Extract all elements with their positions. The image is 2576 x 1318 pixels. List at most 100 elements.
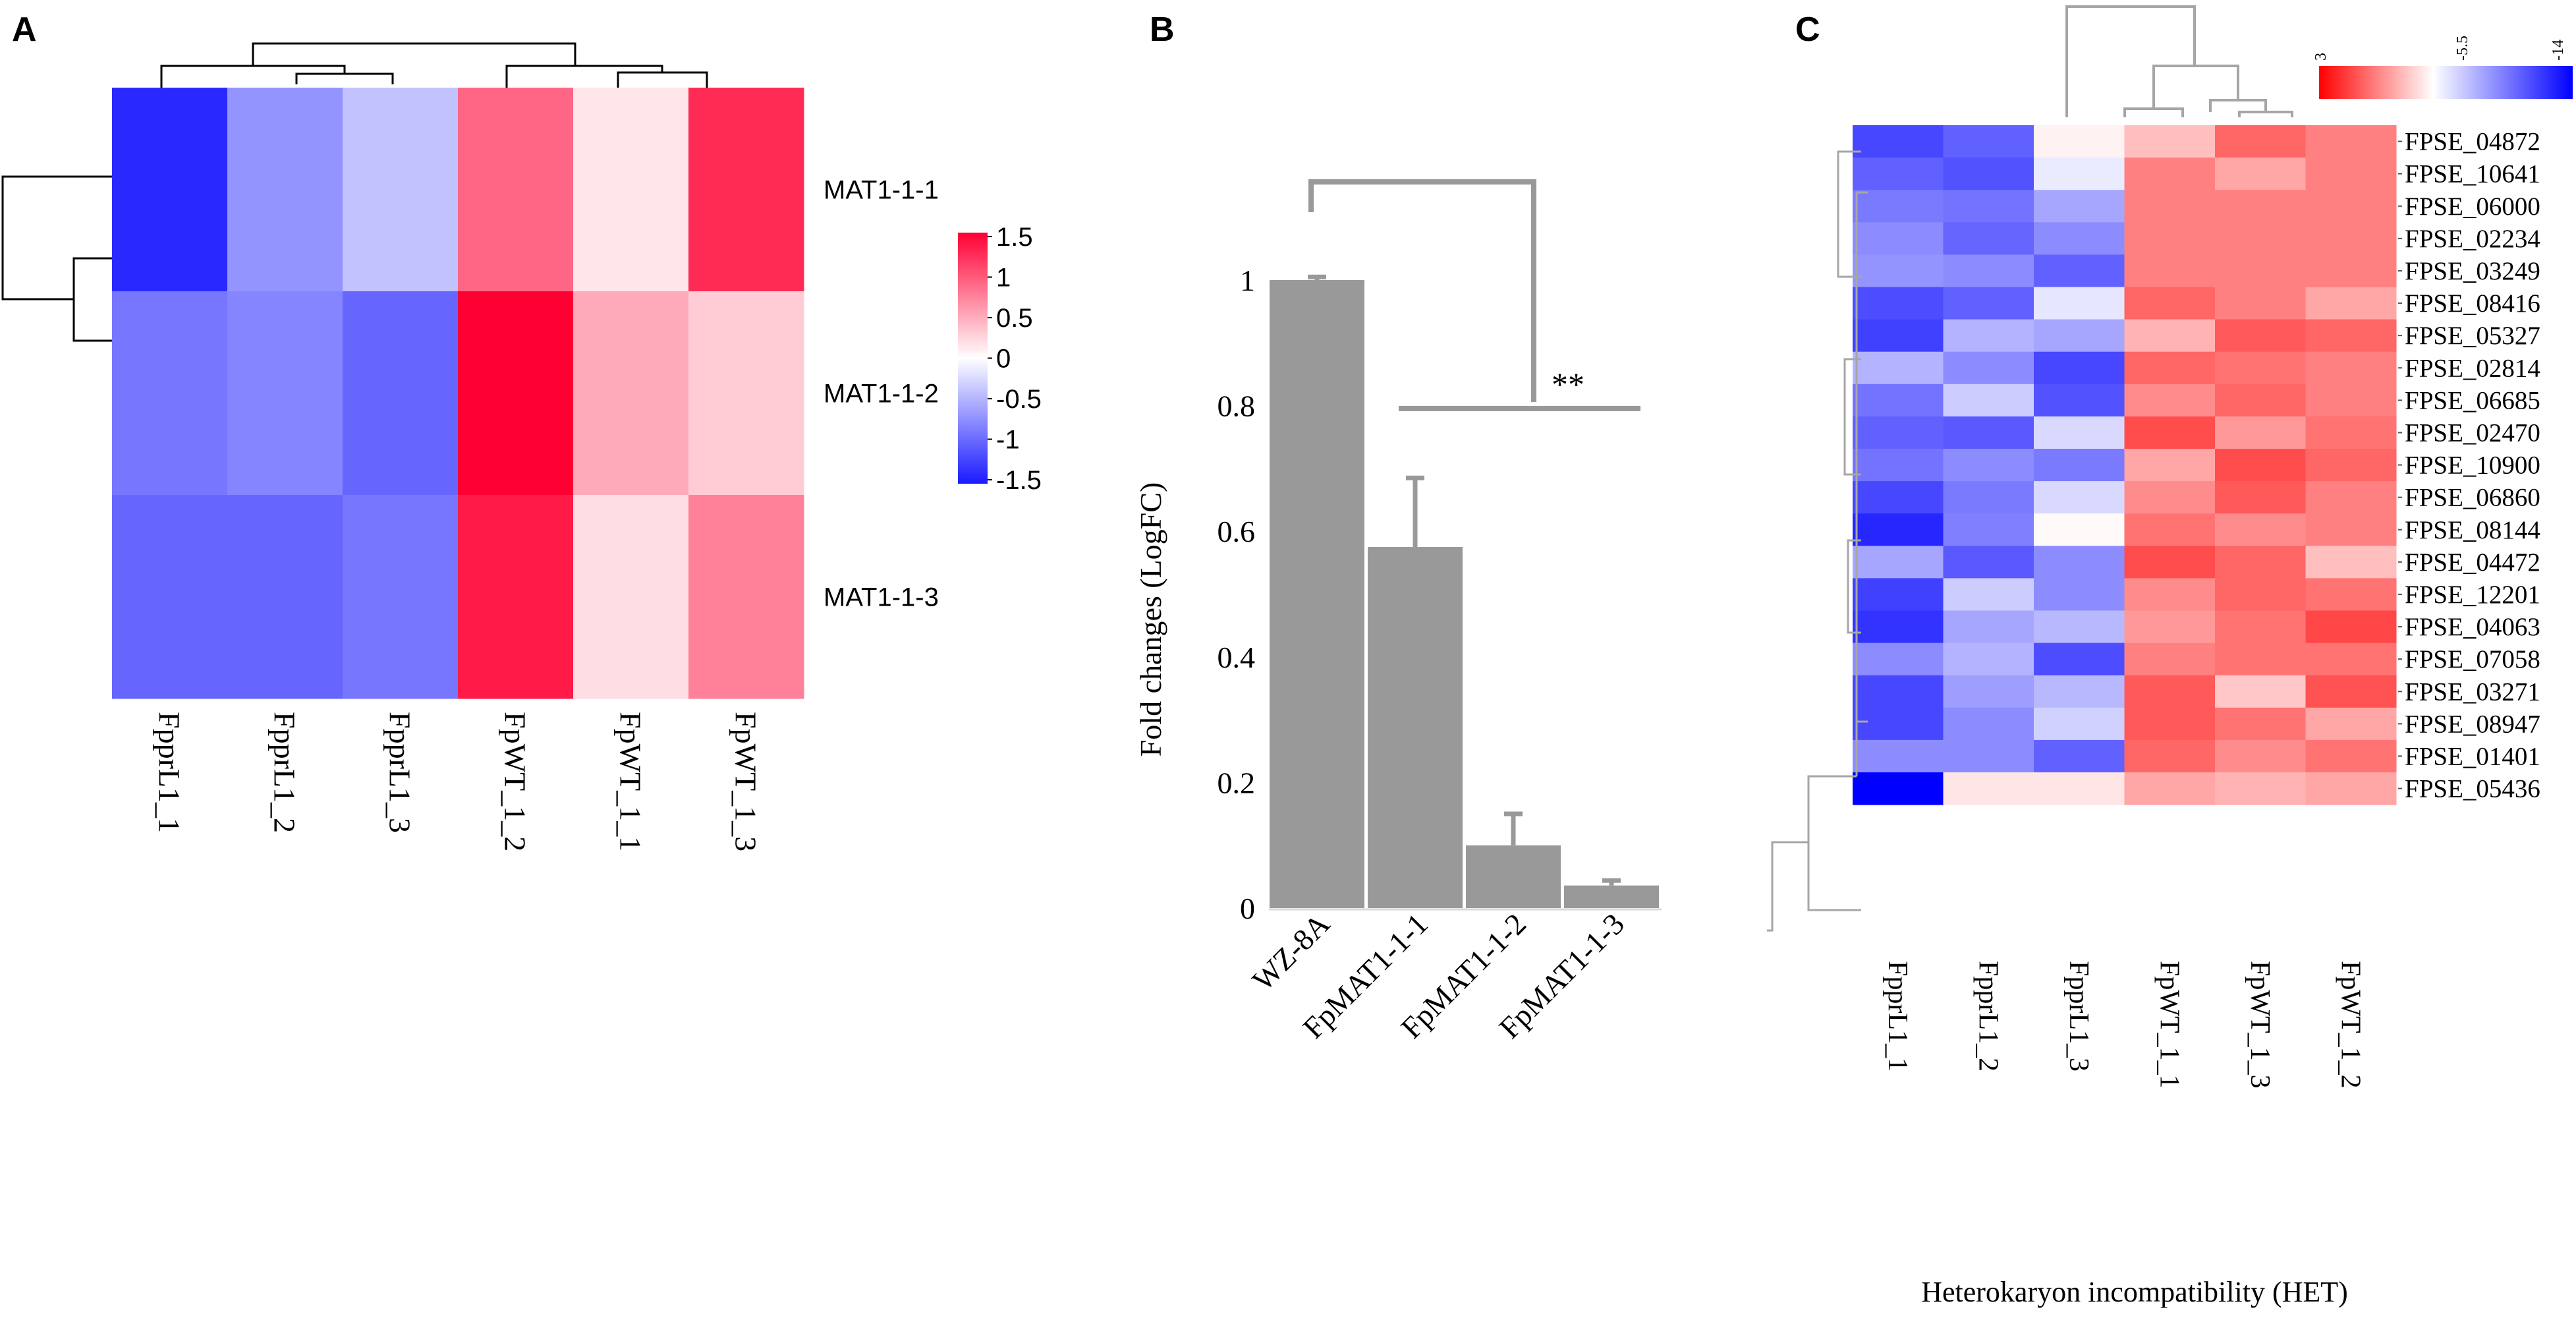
a-cbar-tick-label: 1 bbox=[996, 264, 1011, 293]
c-cell-FPSE_04472-FpprL1_1 bbox=[1853, 546, 1944, 579]
c-col-dendro-link-2 bbox=[2238, 111, 2293, 117]
c-cell-FPSE_02470-FpprL1_2 bbox=[1943, 416, 2034, 449]
panel-c-column-labels: FpprL1_1 FpprL1_2 FpprL1_3 FpWT_1_1 FpWT_1_3… bbox=[1882, 961, 2366, 1089]
a-row-label: MAT1-1-2 bbox=[824, 380, 939, 409]
c-col-label: FpWT_1_3 bbox=[2245, 961, 2275, 1089]
a-cbar-tick-label: 0.5 bbox=[996, 304, 1033, 333]
panel-label-b: B bbox=[1150, 11, 1175, 49]
c-row-label: FPSE_12201 bbox=[2405, 581, 2540, 609]
a-col-dendro-link-4 bbox=[617, 71, 708, 88]
a-cell-MAT1-1-1-FpprL1_1 bbox=[112, 88, 228, 292]
c-cell-FPSE_08144-FpWT_1_1 bbox=[2124, 513, 2216, 546]
c-cell-FPSE_06000-FpWT_1_1 bbox=[2124, 190, 2216, 223]
c-cell-FPSE_12201-FpprL1_2 bbox=[1943, 578, 2034, 611]
c-cell-FPSE_06685-FpWT_1_2 bbox=[2305, 384, 2397, 417]
c-row-dendro-link-7 bbox=[1843, 358, 1861, 476]
c-cell-FPSE_04872-FpprL1_2 bbox=[1943, 125, 2034, 158]
c-row-dendro-link-6 bbox=[1837, 150, 1861, 278]
b-ytick-label: 0.2 bbox=[1218, 766, 1256, 799]
a-col-label: FpWT_1_3 bbox=[729, 712, 763, 851]
c-cell-FPSE_12201-FpWT_1_1 bbox=[2124, 578, 2216, 611]
a-col-label: FpprL1_2 bbox=[268, 712, 302, 833]
c-row-dendro-link-8 bbox=[1847, 539, 1861, 634]
a-cbar-tick-label: -0.5 bbox=[996, 385, 1042, 414]
c-cell-FPSE_08416-FpWT_1_2 bbox=[2305, 287, 2397, 320]
c-cell-FPSE_02470-FpWT_1_2 bbox=[2305, 416, 2397, 449]
c-row-label: FPSE_01401 bbox=[2405, 742, 2540, 770]
c-cell-FPSE_08144-FpWT_1_3 bbox=[2215, 513, 2306, 546]
panel-b-bars bbox=[1270, 274, 1659, 908]
c-col-label: FpprL1_1 bbox=[1882, 961, 1913, 1072]
panel-a-colorbar-ticks: 1.5 1 0.5 0 -0.5 -1 -1.5 bbox=[988, 223, 1042, 495]
c-cbar-tick-label: -5.5 bbox=[2454, 36, 2471, 61]
c-cell-FPSE_10900-FpWT_1_2 bbox=[2305, 449, 2397, 482]
a-cell-MAT1-1-2-FpWT_1_1 bbox=[573, 291, 689, 496]
panel-c-cells bbox=[1853, 125, 2397, 805]
panel-a-column-labels: FpprL1_1 FpprL1_2 FpprL1_3 FpWT_1_2 FpWT_1_1… bbox=[153, 712, 763, 851]
a-col-label: FpWT_1_2 bbox=[499, 712, 532, 851]
c-cell-FPSE_04063-FpprL1_2 bbox=[1943, 610, 2034, 644]
c-row-label: FPSE_04472 bbox=[2405, 548, 2540, 577]
c-cbar-tick-label: 3 bbox=[2312, 53, 2330, 61]
c-cell-FPSE_10641-FpWT_1_3 bbox=[2215, 158, 2306, 190]
a-row-dendro-link-1 bbox=[72, 257, 112, 342]
c-cell-FPSE_01401-FpWT_1_2 bbox=[2305, 739, 2397, 773]
panel-a-heatmap: FpprL1_1 FpprL1_2 FpprL1_3 FpWT_1_2 FpWT_1_1… bbox=[1, 42, 1042, 851]
c-cell-FPSE_06685-FpprL1_2 bbox=[1943, 384, 2034, 417]
c-cell-FPSE_10900-FpprL1_3 bbox=[2034, 449, 2125, 482]
c-cell-FPSE_10641-FpWT_1_2 bbox=[2305, 158, 2397, 190]
c-row-label: FPSE_07058 bbox=[2405, 645, 2540, 673]
a-cbar-tick-label: 0 bbox=[996, 345, 1011, 374]
c-row-label: FPSE_03271 bbox=[2405, 677, 2540, 706]
c-cell-FPSE_04872-FpWT_1_2 bbox=[2305, 125, 2397, 158]
c-cell-FPSE_12201-FpprL1_1 bbox=[1853, 578, 1944, 611]
c-cell-FPSE_02814-FpWT_1_2 bbox=[2305, 351, 2397, 385]
c-cell-FPSE_04472-FpprL1_3 bbox=[2034, 546, 2125, 579]
c-cell-FPSE_03271-FpprL1_3 bbox=[2034, 675, 2125, 708]
b-bar-WZ-8A bbox=[1270, 280, 1364, 908]
panel-a-row-dendrogram bbox=[1, 175, 112, 342]
b-bar-FpMAT1-1-1 bbox=[1368, 547, 1463, 908]
a-cell-MAT1-1-3-FpprL1_1 bbox=[112, 495, 228, 699]
c-row-label: FPSE_04063 bbox=[2405, 613, 2540, 641]
c-row-label: FPSE_02470 bbox=[2405, 418, 2540, 447]
c-cell-FPSE_03249-FpprL1_3 bbox=[2034, 254, 2125, 287]
c-cell-FPSE_08947-FpWT_1_2 bbox=[2305, 707, 2397, 741]
panel-c-row-labels: FPSE_04872 FPSE_10641 FPSE_06000 FPSE_02234… bbox=[2398, 128, 2540, 803]
b-bar-FpMAT1-1-3 bbox=[1564, 885, 1659, 908]
c-cell-FPSE_08416-FpprL1_2 bbox=[1943, 287, 2034, 320]
c-cell-FPSE_08947-FpprL1_3 bbox=[2034, 707, 2125, 741]
c-cell-FPSE_01401-FpWT_1_1 bbox=[2124, 739, 2216, 773]
a-cell-MAT1-1-3-FpWT_1_3 bbox=[688, 495, 804, 699]
c-cell-FPSE_12201-FpWT_1_2 bbox=[2305, 578, 2397, 611]
panel-label-a: A bbox=[12, 11, 37, 49]
a-cell-MAT1-1-2-FpprL1_3 bbox=[343, 291, 459, 496]
c-cell-FPSE_04472-FpprL1_2 bbox=[1943, 546, 2034, 579]
c-cell-FPSE_02814-FpWT_1_3 bbox=[2215, 351, 2306, 385]
a-cell-MAT1-1-1-FpWT_1_1 bbox=[573, 88, 689, 292]
c-cell-FPSE_10900-FpWT_1_1 bbox=[2124, 449, 2216, 482]
c-cell-FPSE_04872-FpprL1_1 bbox=[1853, 125, 1944, 158]
c-col-dendro-link-4 bbox=[2152, 65, 2239, 109]
c-cell-FPSE_06685-FpWT_1_1 bbox=[2124, 384, 2216, 417]
a-cell-MAT1-1-2-FpWT_1_3 bbox=[688, 291, 804, 496]
a-col-dendro-link-2 bbox=[160, 65, 346, 88]
c-row-label: FPSE_08416 bbox=[2405, 289, 2540, 318]
c-cell-FPSE_12201-FpprL1_3 bbox=[2034, 578, 2125, 611]
c-cell-FPSE_06685-FpprL1_1 bbox=[1853, 384, 1944, 417]
c-row-label: FPSE_10900 bbox=[2405, 451, 2540, 480]
c-cell-FPSE_06000-FpprL1_1 bbox=[1853, 190, 1944, 223]
c-cell-FPSE_05327-FpprL1_1 bbox=[1853, 319, 1944, 353]
a-cell-MAT1-1-3-FpprL1_2 bbox=[227, 495, 343, 699]
c-cell-FPSE_04872-FpprL1_3 bbox=[2034, 125, 2125, 158]
b-ytick-label: 1 bbox=[1240, 264, 1255, 297]
c-cell-FPSE_08947-FpWT_1_3 bbox=[2215, 707, 2306, 741]
c-cell-FPSE_03249-FpWT_1_3 bbox=[2215, 254, 2306, 287]
c-cell-FPSE_05327-FpprL1_2 bbox=[1943, 319, 2034, 353]
c-cell-FPSE_02234-FpprL1_2 bbox=[1943, 222, 2034, 255]
a-cell-MAT1-1-3-FpWT_1_1 bbox=[573, 495, 689, 699]
a-col-dendro-link-3 bbox=[252, 42, 576, 66]
panel-label-c: C bbox=[1795, 11, 1820, 49]
c-cell-FPSE_04472-FpWT_1_3 bbox=[2215, 546, 2306, 579]
a-col-label: FpprL1_3 bbox=[383, 712, 417, 833]
